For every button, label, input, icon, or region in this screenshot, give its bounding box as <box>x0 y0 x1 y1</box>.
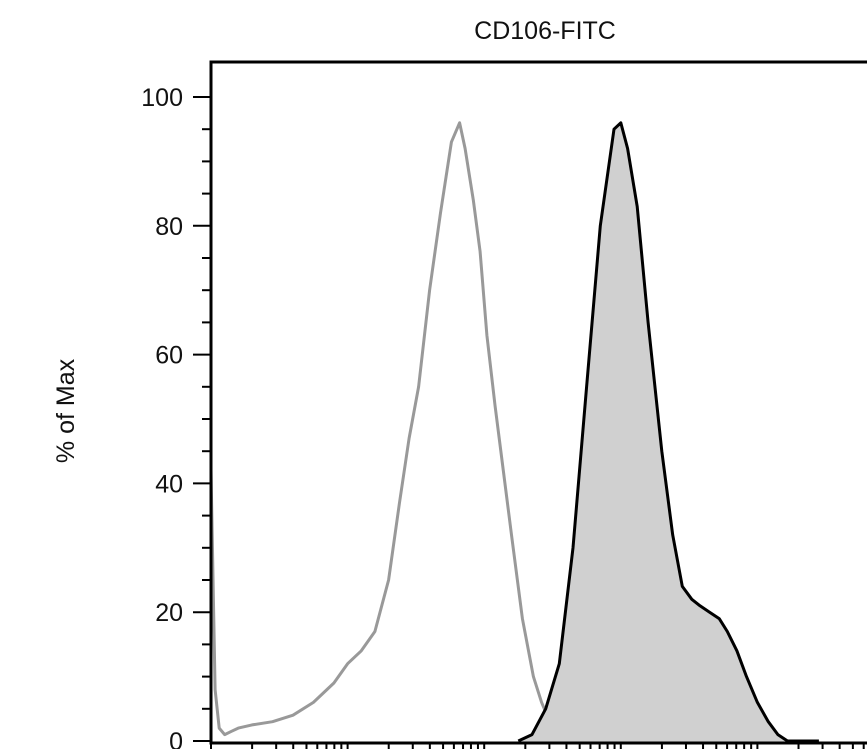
series-1-line <box>517 121 819 743</box>
y-axis: 0 20 40 60 80 100 <box>141 84 211 749</box>
series-0-line <box>209 121 561 737</box>
plot-frame <box>209 60 867 745</box>
y-tick-label: 100 <box>141 84 183 112</box>
plot-area <box>209 121 819 743</box>
series-1-fill <box>518 122 819 743</box>
y-tick-label: 80 <box>155 213 183 241</box>
chart-title: CD106-FITC <box>474 17 616 45</box>
y-tick-label: 20 <box>155 599 183 627</box>
y-tick-label: 0 <box>169 728 183 749</box>
y-tick-label: 40 <box>155 470 183 498</box>
y-tick-label: 60 <box>155 342 183 370</box>
y-axis-label: % of Max <box>52 358 80 463</box>
